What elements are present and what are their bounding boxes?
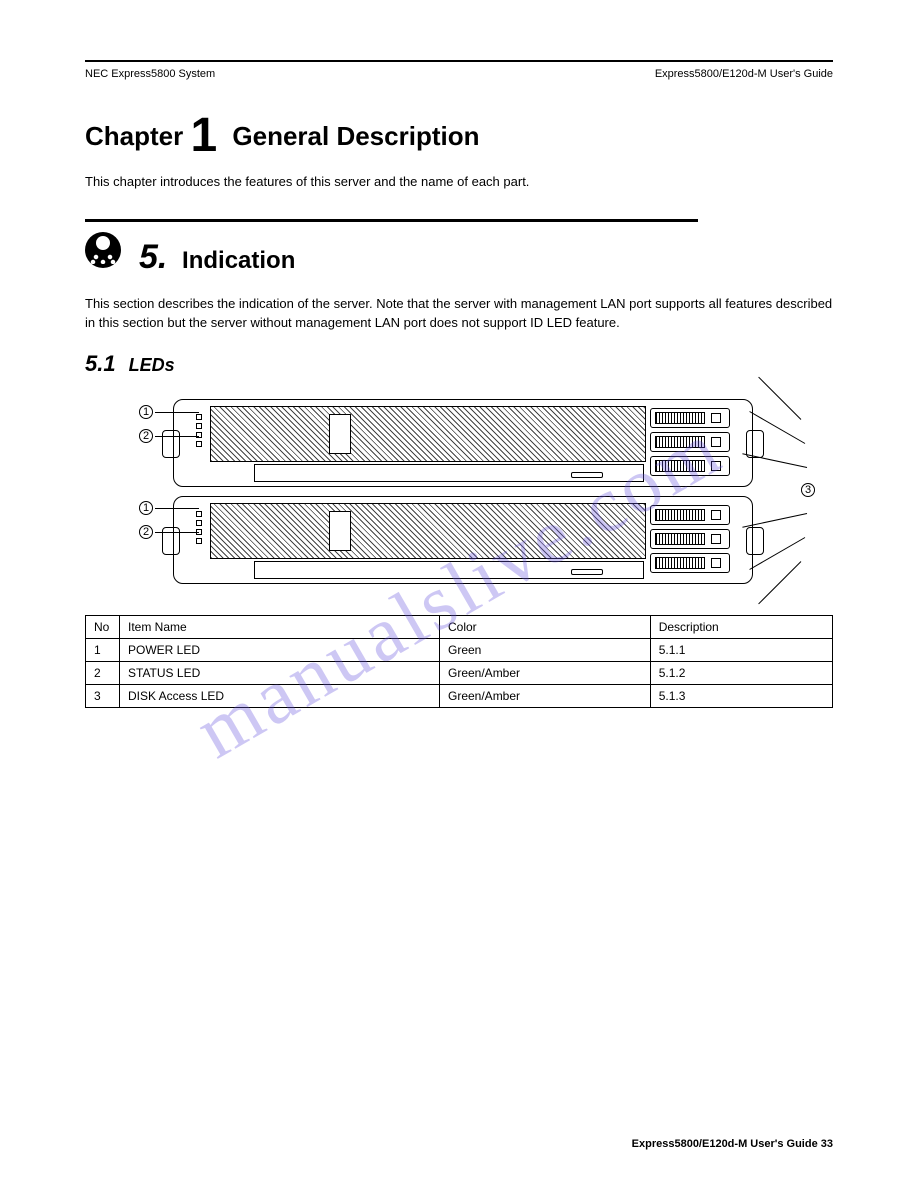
optical-tray — [254, 464, 644, 482]
chapter-prefix: Chapter — [85, 121, 190, 151]
subsection-title: LEDs — [129, 355, 175, 375]
chapter-number: 1 — [190, 109, 217, 162]
callout-1-lower: 1 — [139, 501, 153, 515]
cell-color: Green — [440, 638, 651, 661]
vent-panel — [329, 511, 351, 551]
col-header-no: No — [86, 615, 120, 638]
drive-bays — [650, 505, 730, 577]
section-body: This section describes the indication of… — [85, 295, 833, 333]
table-row: 1 POWER LED Green 5.1.1 — [86, 638, 833, 661]
section-title-text: Indication — [182, 247, 295, 274]
subsection-number: 5.1 — [85, 351, 116, 376]
table-row: 2 STATUS LED Green/Amber 5.1.2 — [86, 661, 833, 684]
col-header-desc: Description — [650, 615, 832, 638]
cell-item: STATUS LED — [120, 661, 440, 684]
callout-1-upper: 1 — [139, 405, 153, 419]
drive-bay — [650, 553, 730, 573]
cell-item: DISK Access LED — [120, 684, 440, 707]
cell-color: Green/Amber — [440, 661, 651, 684]
cell-no: 3 — [86, 684, 120, 707]
callout-line — [155, 508, 199, 509]
section-rule — [85, 219, 698, 222]
chassis-lower — [173, 496, 753, 584]
cell-item: POWER LED — [120, 638, 440, 661]
drive-bay — [650, 456, 730, 476]
drive-bay — [650, 432, 730, 452]
led-panel-icon — [85, 232, 121, 268]
chassis-upper — [173, 399, 753, 487]
callout-table: No Item Name Color Description 1 POWER L… — [85, 615, 833, 708]
vent-panel — [329, 414, 351, 454]
cell-no: 1 — [86, 638, 120, 661]
callout-line — [155, 532, 199, 533]
header-right: Express5800/E120d-M User's Guide — [655, 68, 833, 80]
section-heading: 5. Indication — [85, 232, 833, 277]
drive-bays — [650, 408, 730, 480]
drive-bay — [650, 529, 730, 549]
cell-no: 2 — [86, 661, 120, 684]
rack-handle-left — [162, 430, 180, 458]
bezel-mesh — [210, 406, 646, 462]
callout-line — [155, 436, 199, 437]
server-front-diagram: 1 2 1 2 3 — [85, 391, 833, 601]
callout-line — [758, 561, 801, 604]
callout-2-upper: 2 — [139, 429, 153, 443]
cell-desc: 5.1.2 — [650, 661, 832, 684]
subsection-heading: 5.1 LEDs — [85, 351, 833, 377]
col-header-color: Color — [440, 615, 651, 638]
chapter-heading: Chapter 1 General Description — [85, 108, 833, 163]
running-header: NEC Express5800 System Express5800/E120d… — [85, 68, 833, 80]
header-left: NEC Express5800 System — [85, 68, 215, 80]
chapter-intro: This chapter introduces the features of … — [85, 173, 833, 191]
cell-desc: 5.1.1 — [650, 638, 832, 661]
callout-line — [155, 412, 199, 413]
rack-handle-right — [746, 527, 764, 555]
drive-bay — [650, 408, 730, 428]
table-header-row: No Item Name Color Description — [86, 615, 833, 638]
table-row: 3 DISK Access LED Green/Amber 5.1.3 — [86, 684, 833, 707]
section-number: 5. — [139, 238, 167, 276]
callout-2-lower: 2 — [139, 525, 153, 539]
chapter-title-text: General Description — [225, 121, 479, 151]
col-header-item: Item Name — [120, 615, 440, 638]
bezel-mesh — [210, 503, 646, 559]
cell-desc: 5.1.3 — [650, 684, 832, 707]
optical-tray — [254, 561, 644, 579]
drive-bay — [650, 505, 730, 525]
cell-color: Green/Amber — [440, 684, 651, 707]
callout-line — [758, 377, 801, 420]
header-rule — [85, 60, 833, 62]
status-led-column — [196, 511, 204, 555]
callout-3: 3 — [801, 483, 815, 497]
page-footer: Express5800/E120d-M User's Guide 33 — [632, 1138, 833, 1150]
